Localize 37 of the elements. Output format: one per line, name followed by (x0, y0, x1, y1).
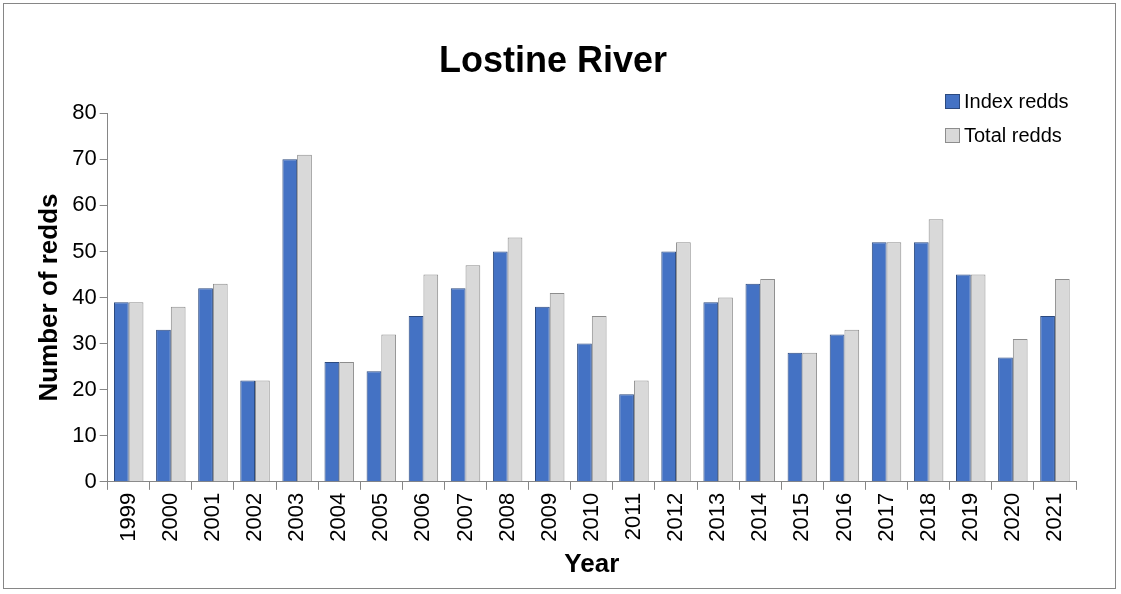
x-tick-label: 2021 (1041, 492, 1067, 542)
legend-label: Index redds (964, 89, 1069, 113)
y-tick-label: 70 (72, 145, 97, 171)
x-tick-label: 1999 (114, 492, 140, 542)
x-tick-label: 2015 (788, 492, 814, 542)
x-tick-label: 2011 (620, 492, 645, 541)
y-tick-label: 10 (72, 421, 97, 447)
x-tick-label: 2004 (325, 492, 351, 542)
x-tick-label: 2000 (156, 492, 182, 542)
x-tick-label: 2002 (241, 492, 267, 542)
x-tick-label: 2012 (662, 492, 688, 542)
y-tick-label: 40 (72, 283, 97, 309)
x-tick-label: 2005 (367, 492, 393, 542)
x-tick-label: 2013 (704, 492, 730, 542)
x-tick-label: 2016 (830, 492, 856, 542)
y-tick-label: 60 (72, 191, 97, 217)
legend-label: Total redds (964, 123, 1062, 147)
y-tick-label: 80 (72, 99, 97, 125)
x-tick-label: 2019 (956, 492, 982, 542)
x-axis-title: Year (564, 547, 620, 578)
x-tick-label: 2001 (198, 492, 224, 542)
x-tick-label: 2020 (998, 492, 1024, 542)
chart-title: Lostine River (438, 38, 668, 80)
x-tick-label: 2018 (914, 492, 940, 542)
x-tick-label: 2007 (451, 492, 477, 542)
x-tick-label: 2010 (577, 492, 603, 542)
y-tick-label: 0 (84, 467, 97, 493)
x-tick-label: 2017 (872, 492, 898, 542)
y-axis-title: Number of redds (32, 193, 63, 402)
y-tick-label: 30 (72, 329, 97, 355)
x-tick-label: 2009 (535, 492, 561, 542)
y-tick-label: 50 (72, 237, 97, 263)
x-tick-label: 2008 (493, 492, 519, 542)
x-tick-label: 2003 (283, 492, 309, 542)
y-tick-label: 20 (72, 375, 97, 401)
x-tick-label: 2006 (409, 492, 435, 542)
x-tick-label: 2014 (746, 492, 772, 542)
